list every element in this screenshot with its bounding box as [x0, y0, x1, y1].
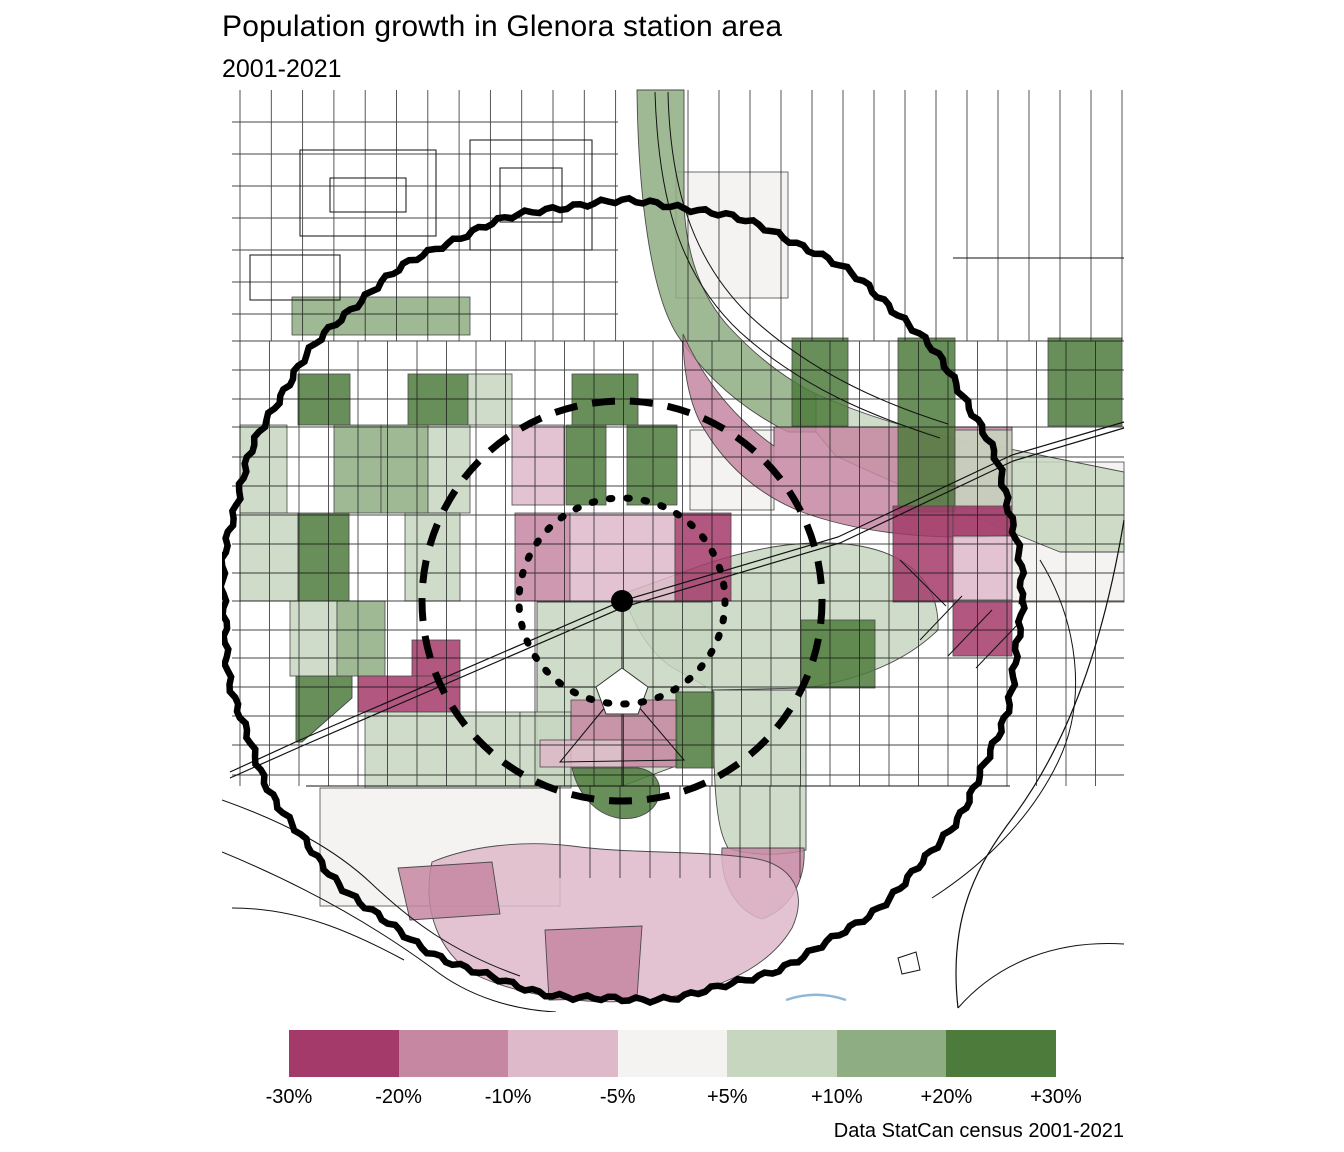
- census-block: [1047, 337, 1123, 427]
- census-block: [626, 424, 678, 506]
- road: [931, 559, 1077, 899]
- legend-label: +30%: [1030, 1086, 1082, 1108]
- road: [329, 177, 407, 213]
- legend-label: +20%: [920, 1086, 973, 1108]
- road: [654, 91, 941, 439]
- road: [229, 421, 1125, 773]
- census-block: [952, 601, 1013, 657]
- census-block: [539, 739, 623, 768]
- census-block: [511, 424, 565, 506]
- road: [899, 559, 947, 607]
- census-block: [289, 600, 338, 677]
- figure-subtitle: 2001-2021: [222, 55, 342, 83]
- legend-swatch-0: [289, 1030, 399, 1077]
- census-block: [952, 505, 1013, 537]
- road: [897, 951, 921, 975]
- road: [222, 851, 557, 1012]
- road: [222, 799, 521, 977]
- census-block: [467, 373, 513, 426]
- road: [667, 91, 949, 425]
- census-block: [297, 512, 350, 602]
- census-block: [952, 535, 1013, 601]
- legend-label: -20%: [375, 1086, 422, 1108]
- legend-label: +5%: [706, 1086, 748, 1108]
- road: [499, 167, 563, 223]
- census-block: [565, 424, 607, 506]
- census-block: [357, 675, 461, 713]
- outer-ring: [222, 194, 1028, 1007]
- legend-swatch-3: [617, 1030, 728, 1077]
- census-area: [428, 843, 799, 1003]
- road: [947, 609, 993, 657]
- data-source-caption: Data StatCan census 2001-2021: [833, 1120, 1124, 1142]
- legend-swatch-4: [727, 1030, 837, 1077]
- legend-swatch-1: [398, 1030, 509, 1077]
- legend-label: -5%: [599, 1086, 636, 1108]
- road: [957, 943, 1125, 1009]
- census-area: [571, 767, 661, 820]
- census-block: [569, 512, 676, 602]
- station-dot: [611, 590, 633, 612]
- census-block: [514, 512, 571, 602]
- legend-label: +10%: [810, 1086, 863, 1108]
- census-block: [404, 512, 461, 602]
- census-block: [333, 424, 382, 514]
- census-block: [791, 337, 849, 427]
- road: [299, 149, 437, 237]
- map-layers: [222, 89, 1125, 1012]
- road: [975, 621, 1021, 669]
- road: [558, 705, 686, 763]
- stream: [785, 993, 847, 1002]
- road: [249, 254, 341, 301]
- legend-swatch-2: [508, 1030, 618, 1077]
- census-block: [297, 373, 351, 426]
- road: [231, 907, 405, 961]
- street-grid: [232, 90, 1124, 878]
- legend-swatches: [289, 1030, 1057, 1077]
- census-area: [295, 675, 353, 743]
- road: [229, 427, 1125, 779]
- legend-label: -10%: [484, 1086, 532, 1108]
- census-area: [544, 925, 643, 1001]
- legend-labels: -30% -20% -10% -5% +5% +10% +20% +30%: [266, 1086, 1082, 1112]
- census-block: [239, 512, 299, 602]
- road: [955, 519, 1125, 1009]
- road: [469, 139, 593, 251]
- legend-label: -30%: [265, 1086, 313, 1108]
- middle-ring: [418, 397, 826, 805]
- figure-title: Population growth in Glenora station are…: [222, 10, 783, 43]
- legend-swatch-5: [836, 1030, 947, 1077]
- census-block: [621, 739, 678, 768]
- census-block: [336, 600, 386, 677]
- legend-swatch-6: [946, 1030, 1057, 1077]
- census-block: [407, 373, 469, 426]
- census-area: [397, 861, 501, 921]
- census-block: [364, 711, 521, 789]
- inner-ring: [515, 494, 729, 708]
- road: [919, 595, 963, 641]
- census-block: [380, 424, 429, 514]
- census-block: [291, 296, 471, 336]
- census-block: [674, 512, 732, 602]
- census-block: [892, 505, 954, 603]
